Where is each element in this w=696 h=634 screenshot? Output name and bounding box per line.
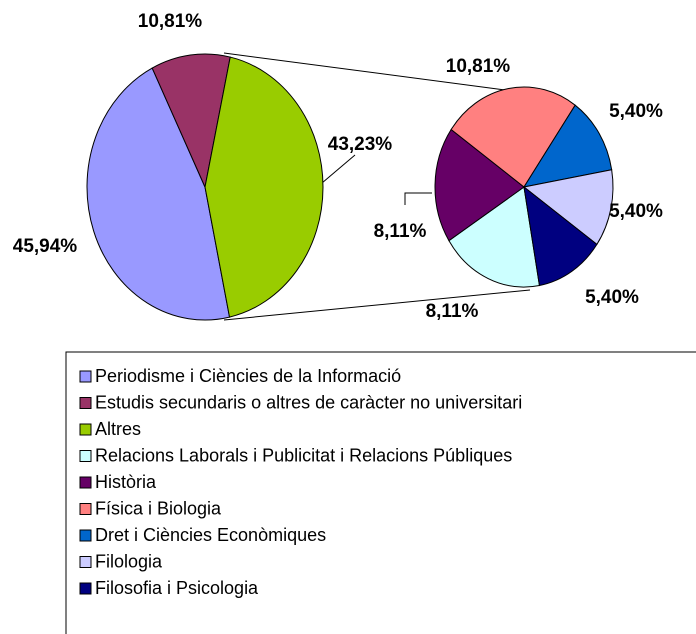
legend-label: Relacions Laborals i Publicitat i Relaci…: [95, 445, 512, 465]
legend-swatch: [79, 556, 92, 568]
legend-label: Altres: [95, 419, 141, 439]
value-label: 10,81%: [446, 56, 511, 77]
value-label: 8,11%: [426, 301, 479, 322]
pie-slice: [204, 56, 324, 318]
pie-slice: [86, 67, 231, 321]
connector-line: [223, 289, 531, 321]
value-label: 45,94%: [13, 236, 78, 257]
pie-slice: [522, 104, 613, 188]
legend-label: Estudis secundaris o altres de caràcter …: [95, 392, 522, 412]
pie-slice: [434, 128, 525, 242]
leader-line: [404, 192, 432, 205]
value-label: 10,81%: [138, 11, 203, 32]
connector-line: [223, 52, 506, 91]
legend-label: Filosofia i Psicologia: [95, 578, 259, 598]
legend-swatch: [79, 503, 92, 515]
leader-line: [321, 154, 356, 184]
legend-swatch: [79, 450, 92, 462]
value-label: 5,40%: [609, 101, 663, 122]
pie-slice: [523, 185, 598, 287]
legend-swatch: [79, 582, 92, 595]
legend-swatch: [79, 397, 92, 409]
legend-swatch: [79, 423, 92, 436]
legend-swatch: [79, 370, 92, 383]
legend-box: [65, 351, 696, 634]
legend-label: Història: [95, 472, 157, 492]
legend-label: Física i Biologia: [95, 498, 222, 518]
legend-label: Periodisme i Ciències de la Informació: [95, 366, 401, 386]
value-label: 5,40%: [585, 287, 639, 308]
legend-swatch: [79, 529, 92, 542]
value-label: 5,40%: [609, 201, 663, 222]
legend-swatch: [79, 476, 92, 489]
pie-slice: [448, 186, 541, 288]
legend-label: Dret i Ciències Econòmiques: [95, 525, 326, 545]
value-label: 43,23%: [328, 134, 393, 155]
pie-slice: [151, 53, 231, 189]
value-label: 8,11%: [374, 221, 427, 242]
legend-label: Filologia: [95, 551, 163, 571]
pie-slice: [522, 169, 614, 246]
pie-slice: [450, 86, 576, 188]
